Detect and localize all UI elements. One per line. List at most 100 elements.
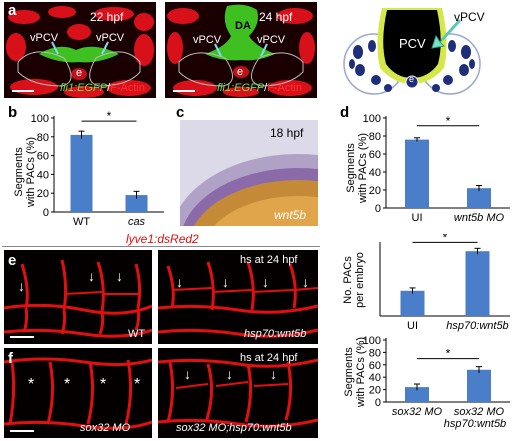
b-significance-star: *	[107, 109, 112, 123]
panel-a-right-da: DA	[235, 20, 251, 32]
b-tick-label: 60	[37, 151, 49, 163]
panel-e-heatshock: hs at 24 hpf	[240, 254, 298, 266]
schematic-e-label: e	[409, 74, 415, 84]
panel-a-letter: a	[8, 2, 17, 19]
panel-f-heatshock: hs at 24 hpf	[240, 352, 298, 364]
d-tick-label: 0	[375, 203, 381, 215]
arrow-down-icon: ↓	[176, 274, 183, 290]
panel-e-chart-svg: UI hsp70:wnt5b *	[379, 234, 510, 332]
panel-e-chart: UI hsp70:wnt5b * No. PACs per embryo	[334, 234, 516, 340]
panel-d-ylabel-line2: with PACs (%)	[357, 132, 369, 204]
panel-f-letter: f	[8, 350, 13, 367]
panel-e-ylabel-line1: No. PACs	[342, 256, 354, 304]
arrow-down-icon: ↓	[302, 274, 309, 290]
schematic-pcv-label: PCV	[399, 36, 426, 51]
e_chart-bar-1	[465, 251, 490, 316]
panel-f-right-arrows: ↓ ↓ ↓	[158, 348, 318, 438]
f_chart-tick-label: 40	[369, 372, 381, 384]
panel-f-left-condition-text: sox32 MO	[80, 422, 131, 434]
panel-d-chart: 0 20 40 60 80 100 UI wnt5b MO * Segments with PA…	[334, 108, 516, 232]
panel-f-left-condition: sox32 MO	[80, 422, 130, 434]
panel-f-ylabel: Segments with PACs (%)	[343, 327, 367, 417]
panel-a-left-vpcv-right: vPCV	[96, 32, 125, 44]
panel-a-right-scale-bar	[173, 90, 195, 92]
f_chart-bar-1	[467, 369, 491, 402]
e_chart-significance-star: *	[443, 234, 448, 244]
panel-f-chart: 0 20 40 60 80 100 sox32 MO sox32 MO hsp70:wnt5b *…	[334, 330, 516, 441]
d-category-label-1: wnt5b MO	[454, 212, 505, 224]
panel-a-left-tissue-e: e	[76, 67, 83, 79]
e_chart-category-label-1: hsp70:wnt5b	[446, 320, 508, 332]
panel-a-schematic: PCV vPCV e	[332, 2, 514, 102]
panel-b-chart: 0 20 40 60 80 100 WT cas * Segments with PACs (%…	[2, 108, 170, 238]
b-tick-label: 20	[37, 188, 49, 200]
d-tick-label: 40	[369, 167, 381, 179]
panel-b-ylabel: Segments with PACs (%)	[13, 127, 37, 217]
b-tick-label: 0	[43, 207, 49, 219]
f_chart-tick-label: 0	[375, 397, 381, 409]
panel-d-ylabel: Segments with PACs (%)	[345, 123, 369, 213]
arrow-down-icon: ↓	[184, 366, 191, 382]
panel-b-ylabel-line1: Segments	[13, 147, 25, 197]
b-tick-label: 80	[37, 132, 49, 144]
panel-a-left-reporter-text: fli1:EGFP	[60, 82, 108, 94]
panel-f-right-image	[158, 358, 318, 428]
schematic-vpcv-label: vPCV	[454, 10, 485, 24]
d-category-label-0: UI	[412, 212, 423, 224]
b-category-label-0: WT	[73, 216, 90, 228]
arrow-down-icon: ↓	[88, 268, 95, 284]
panel-d-letter: d	[340, 104, 350, 121]
arrow-down-icon: ↓	[222, 274, 229, 290]
panel-b-chart-svg: 0 20 40 60 80 100 WT cas *	[31, 109, 164, 228]
panel-e-left-arrows: ↓ ↓ ↓	[4, 250, 152, 344]
panel-a-right-micrograph: 24 hpf DA vPCV vPCV e fli1:EGFP/F-Actin	[165, 2, 317, 98]
f_chart-tick-label: 20	[369, 385, 381, 397]
section-divider	[2, 246, 320, 247]
f_chart-tick-label: 60	[369, 360, 381, 372]
b-tick-label: 100	[31, 113, 49, 125]
panel-a-right-stage: 24 hpf	[259, 10, 293, 24]
panel-e-left-micrograph: e ↓ ↓ ↓ WT	[4, 250, 152, 344]
panel-f-ylabel-line1: Segments	[343, 347, 355, 397]
asterisk-marker: *	[28, 376, 35, 393]
f_chart-category-label-1: sox32 MO	[454, 406, 505, 418]
panel-a-left-micrograph: 22 hpf vPCV vPCV e fli1:EGFP/F-Actin	[4, 2, 156, 98]
panel-c-letter: c	[176, 104, 185, 121]
arrow-down-icon: ↓	[18, 278, 25, 294]
f_chart-significance-star: *	[446, 347, 451, 361]
b-tick-label: 40	[37, 169, 49, 181]
f_chart-bar-0	[405, 387, 429, 402]
panel-b-letter: b	[8, 104, 18, 121]
b-bar-1	[125, 195, 148, 212]
panel-e-right-image	[158, 261, 318, 338]
panel-d-chart-svg: 0 20 40 60 80 100 UI wnt5b MO *	[363, 113, 510, 224]
panel-c-stage: 18 hpf	[270, 126, 304, 140]
panel-a-left-scale-bar	[12, 90, 34, 92]
panel-f-right-condition: sox32 MO;hsp70:wnt5b	[176, 422, 292, 434]
arrow-down-icon: ↓	[226, 366, 233, 382]
panel-e-right-arrows: ↓ ↓ ↓ ↓	[158, 250, 318, 344]
panel-e-ylabel: No. PACs per embryo	[342, 240, 366, 320]
d-tick-label: 80	[369, 131, 381, 143]
panel-a-right-stain: F-Actin	[267, 82, 302, 94]
d-bar-1	[467, 188, 491, 208]
panel-a-right-vpcv-left: vPCV	[193, 34, 222, 46]
f_chart-category-sublabel-1: hsp70:wnt5b	[444, 418, 506, 430]
panel-f-scale-bar	[10, 430, 34, 432]
panel-f-ylabel-line2: with PACs (%)	[355, 336, 367, 408]
panel-a-right-reporter-text: fli1:EGFP	[217, 82, 265, 94]
panel-a-left-separator: /	[107, 82, 111, 94]
panel-f-left-image	[4, 357, 152, 430]
arrow-down-icon: ↓	[262, 274, 269, 290]
arrow-down-icon: ↓	[270, 366, 277, 382]
panel-b-ylabel-line2: with PACs (%)	[25, 136, 37, 208]
d-significance-star: *	[446, 114, 451, 128]
arrow-down-icon: ↓	[116, 268, 123, 284]
f_chart-tick-label: 80	[369, 347, 381, 359]
d-tick-label: 100	[363, 113, 381, 125]
e_chart-category-label-0: UI	[407, 320, 418, 332]
panel-e-right-micrograph: hs at 24 hpf ↓ ↓ ↓ ↓ hsp70:wnt5b	[158, 250, 318, 344]
panel-c-micrograph: 18 hpf wnt5b	[180, 120, 318, 226]
panel-a-right-reporter: fli1:EGFP/F-Actin	[217, 82, 302, 94]
